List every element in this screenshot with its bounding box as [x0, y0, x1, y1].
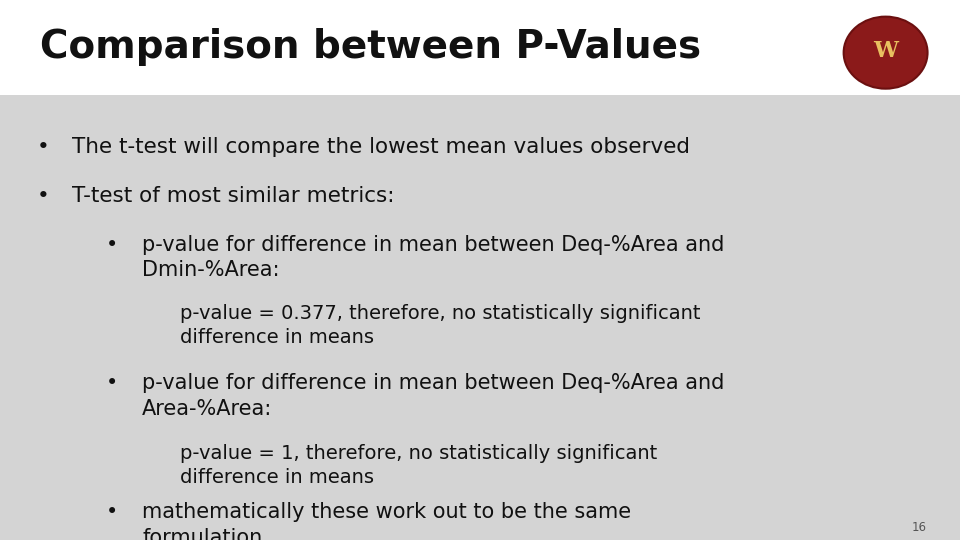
Circle shape — [844, 17, 927, 89]
Text: •: • — [36, 137, 49, 157]
Text: •: • — [106, 373, 118, 393]
Text: 16: 16 — [911, 521, 926, 534]
Text: p-value for difference in mean between Deq-%Area and
Area-%Area:: p-value for difference in mean between D… — [142, 373, 725, 418]
Text: W: W — [873, 40, 899, 62]
Text: p-value = 1, therefore, no statistically significant
difference in means: p-value = 1, therefore, no statistically… — [180, 444, 658, 488]
Text: p-value for difference in mean between Deq-%Area and
Dmin-%Area:: p-value for difference in mean between D… — [142, 235, 725, 280]
Text: •: • — [106, 502, 118, 522]
Text: mathematically these work out to be the same
formulation: mathematically these work out to be the … — [142, 502, 632, 540]
Text: The t-test will compare the lowest mean values observed: The t-test will compare the lowest mean … — [72, 137, 690, 157]
Text: p-value = 0.377, therefore, no statistically significant
difference in means: p-value = 0.377, therefore, no statistic… — [180, 304, 701, 347]
Text: T-test of most similar metrics:: T-test of most similar metrics: — [72, 186, 395, 206]
Text: •: • — [36, 186, 49, 206]
Text: •: • — [106, 235, 118, 255]
Text: Comparison between P-Values: Comparison between P-Values — [40, 28, 702, 66]
